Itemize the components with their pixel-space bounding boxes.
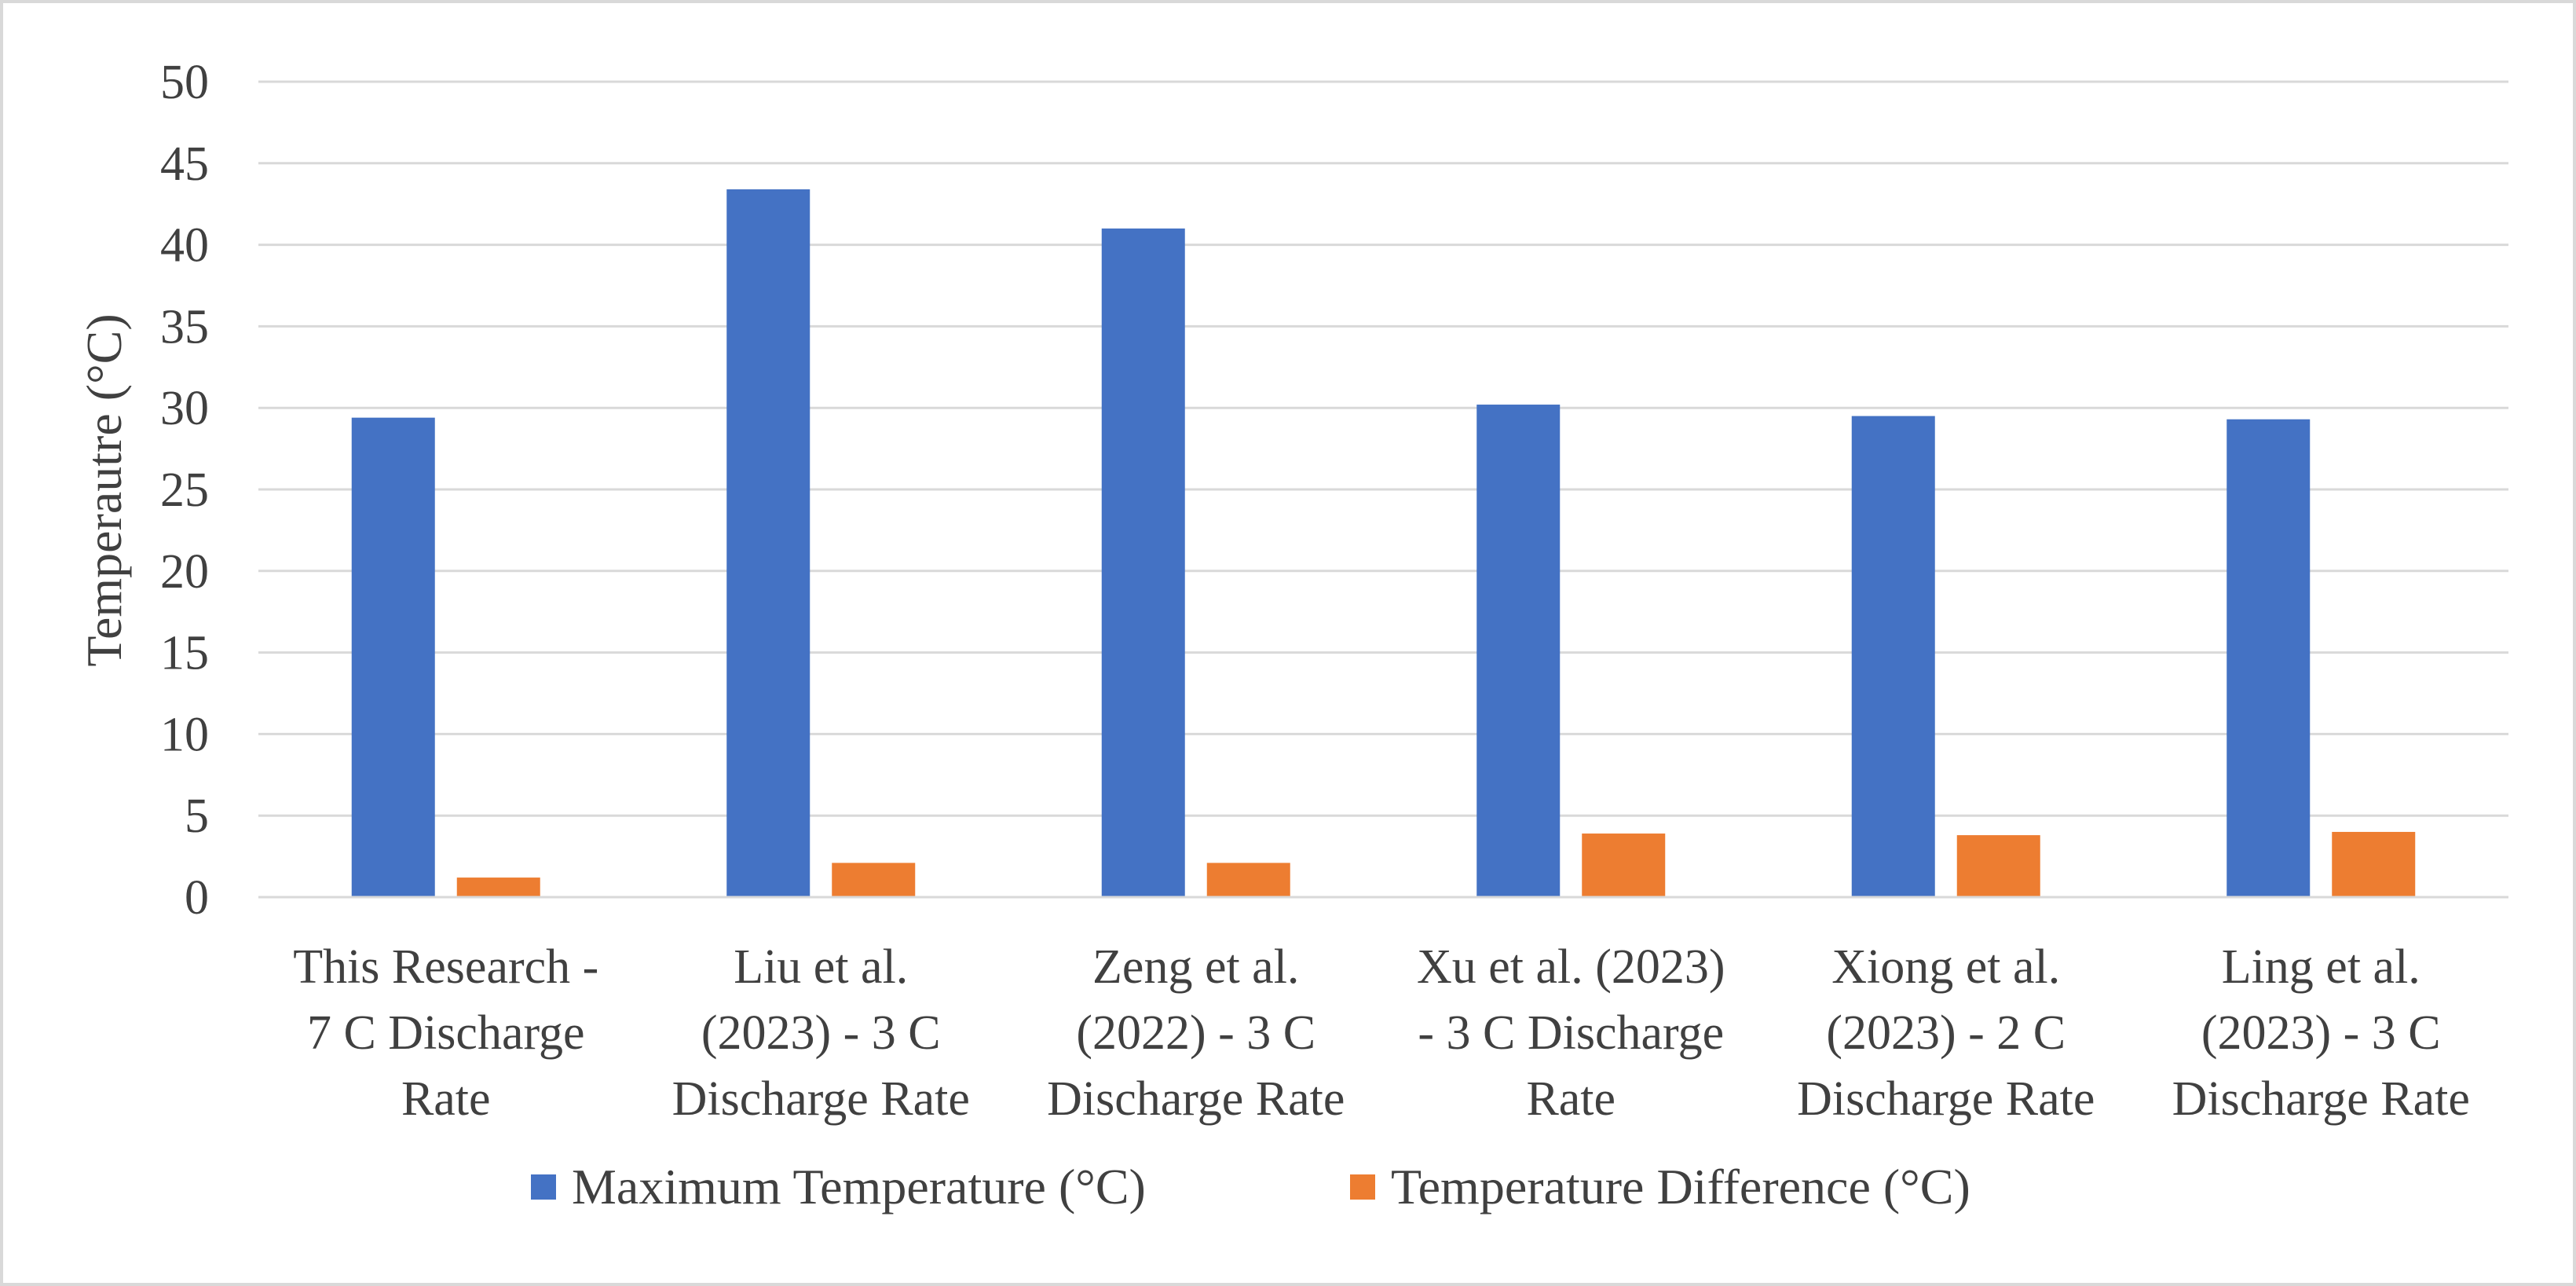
y-tick-label: 10 [160,708,209,761]
x-axis-categories: This Research - 7 C Discharge Rate Liu et a… [293,940,2470,1126]
y-tick-label: 50 [160,56,209,109]
y-tick-label: 30 [160,382,209,435]
legend-label: Temperature Difference (°C) [1391,1159,1970,1215]
y-tick-label: 45 [160,137,209,191]
x-category-label: Xu et al. (2023) [1417,940,1725,994]
x-category-label: (2022) - 3 C [1076,1006,1315,1060]
legend-swatch [531,1174,556,1200]
legend-swatch [1350,1174,1375,1200]
y-axis-title: Temperautre (°C) [76,313,132,666]
x-category-label: Xiong et al. [1831,940,2060,994]
bar-temperature-difference [2332,831,2416,897]
x-category-label: Ling et al. [2222,940,2420,994]
x-category-label: This Research - [293,940,598,994]
bar-temperature-difference [1956,835,2040,897]
y-tick-label: 0 [185,871,209,925]
bar-maximum-temperature [1476,405,1561,897]
x-category-label: Discharge Rate [1047,1072,1345,1126]
y-tick-label: 5 [185,790,209,843]
x-category-label: (2023) - 2 C [1826,1006,2066,1060]
y-tick-label: 40 [160,219,209,273]
y-tick-label: 15 [160,627,209,680]
bar-temperature-difference [832,863,916,897]
y-tick-label: 35 [160,300,209,354]
x-category-label: Rate [401,1072,491,1126]
x-category-label: Discharge Rate [2172,1072,2470,1126]
x-category-label: 7 C Discharge [307,1006,585,1060]
x-category-label: Discharge Rate [1797,1072,2095,1126]
x-category-label: Zeng et al. [1092,940,1299,994]
bar-maximum-temperature [1101,228,1185,898]
x-category-label: Rate [1526,1072,1615,1126]
x-category-label: (2023) - 3 C [701,1006,941,1060]
legend-label: Maximum Temperature (°C) [572,1159,1146,1215]
y-tick-label: 25 [160,463,209,517]
bar-maximum-temperature [1851,416,1935,897]
bars [351,189,2416,898]
x-category-label: - 3 C Discharge [1418,1006,1724,1060]
bar-temperature-difference [1206,863,1290,897]
x-category-label: (2023) - 3 C [2201,1006,2441,1060]
x-category-label: Liu et al. [734,940,908,994]
bar-maximum-temperature [351,417,435,897]
x-category-label: Discharge Rate [672,1072,970,1126]
bar-chart: 0 5 10 15 20 25 30 35 40 45 50 This Research - 7 C … [76,56,2508,1215]
y-tick-label: 20 [160,545,209,599]
bar-maximum-temperature [2227,419,2311,897]
y-axis-ticks: 0 5 10 15 20 25 30 35 40 45 50 [160,56,209,925]
bar-temperature-difference [1582,834,1666,897]
legend: Maximum Temperature (°C) Temperature Diff… [531,1159,1970,1215]
bar-maximum-temperature [726,189,810,898]
bar-temperature-difference [456,877,540,897]
gridlines [258,80,2508,817]
